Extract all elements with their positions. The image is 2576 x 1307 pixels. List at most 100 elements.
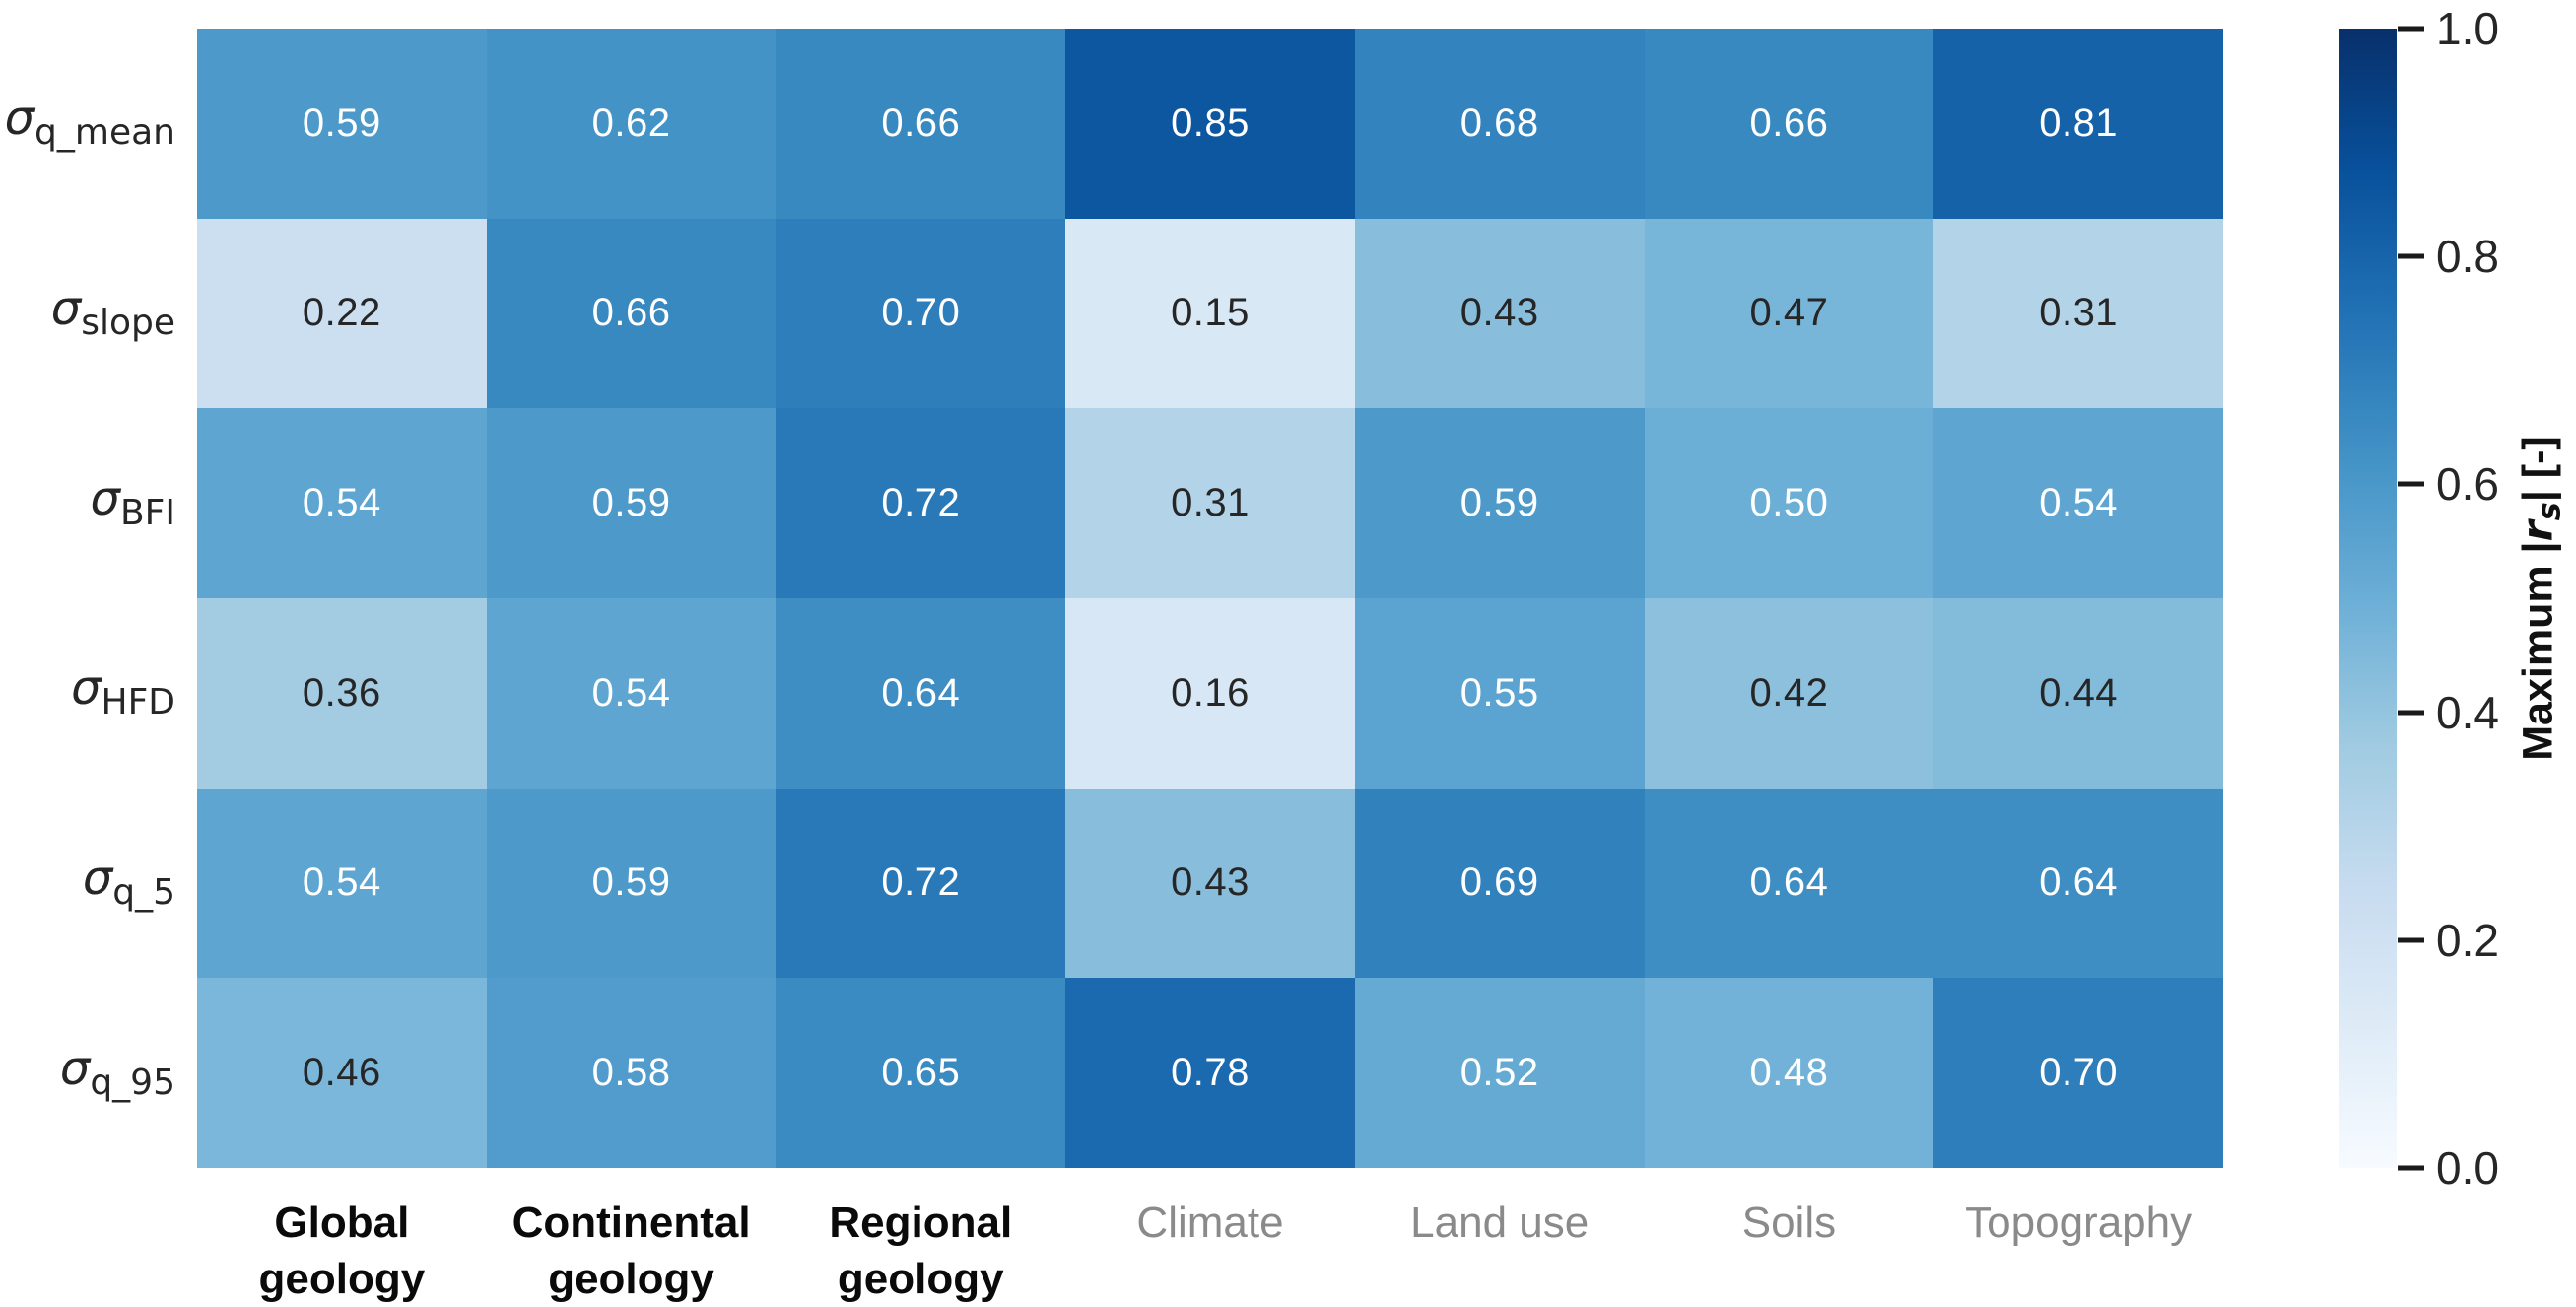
colorbar-tick-mark [2398, 26, 2424, 32]
cell-value: 0.16 [1171, 670, 1250, 715]
cell-value: 0.54 [591, 670, 671, 715]
heatmap-cell-q_mean-3: 0.66 [776, 29, 1066, 219]
row-label-subscript: q_95 [90, 1062, 175, 1103]
col-label-line: Continental [511, 1199, 751, 1247]
row-label-subscript: slope [81, 303, 175, 344]
heatmap-cell-slope-2: 0.66 [486, 218, 777, 409]
heatmap-cell-slope-5: 0.43 [1354, 218, 1645, 409]
cell-value: 0.64 [2039, 860, 2119, 905]
row-label-HFD: σHFD [0, 661, 175, 723]
cell-value: 0.55 [1459, 670, 1539, 715]
heatmap-cell-HFD-2: 0.54 [486, 598, 777, 789]
cell-value: 0.22 [302, 291, 381, 335]
row-label-slope: σslope [0, 281, 175, 343]
cell-value: 0.42 [1749, 670, 1829, 715]
heatmap-cell-q_mean-4: 0.85 [1065, 29, 1355, 219]
heatmap-cell-HFD-5: 0.55 [1354, 598, 1645, 789]
heatmap-cell-slope-7: 0.31 [1933, 218, 2223, 409]
row-label-BFI: σBFI [0, 471, 175, 533]
row-label-subscript: BFI [119, 492, 175, 533]
col-label-continental-geology: Continental geology [512, 1195, 751, 1307]
cell-value: 0.58 [591, 1051, 671, 1095]
heatmap-cell-q_95-7: 0.70 [1933, 978, 2223, 1168]
colorbar-tick-label: 0.4 [2436, 686, 2499, 738]
colorbar-tick-mark [2398, 937, 2424, 943]
cell-value: 0.47 [1749, 291, 1829, 335]
heatmap-cell-q_95-3: 0.65 [776, 978, 1066, 1168]
sigma-symbol: σ [90, 470, 120, 526]
heatmap-cell-BFI-3: 0.72 [776, 408, 1066, 598]
heatmap-grid: 0.59 0.62 0.66 0.85 0.68 0.66 0.81 0.22 0.66 0.70… [197, 29, 2223, 1168]
cell-value: 0.66 [591, 291, 671, 335]
col-label-line: geology [837, 1255, 1004, 1303]
cell-value: 0.78 [1171, 1051, 1250, 1095]
row-label-subscript: q_5 [112, 872, 175, 914]
cell-value: 0.59 [591, 860, 671, 905]
row-label-q_mean: σq_mean [0, 92, 175, 154]
colorbar-tick-mark [2398, 1165, 2424, 1171]
heatmap-cell-q_95-4: 0.78 [1065, 978, 1355, 1168]
row-label-q_95: σq_95 [0, 1041, 175, 1103]
heatmap-cell-HFD-4: 0.16 [1065, 598, 1355, 789]
colorbar-label-prefix: Maximum | [2514, 541, 2562, 761]
col-label-line: geology [548, 1255, 714, 1303]
heatmap-cell-q_5-7: 0.64 [1933, 788, 2223, 979]
heatmap-cell-q_mean-6: 0.66 [1644, 29, 1934, 219]
cell-value: 0.72 [881, 481, 961, 525]
col-label-global-geology: Global geology [259, 1195, 426, 1307]
sigma-symbol: σ [82, 851, 113, 907]
cell-value: 0.62 [591, 101, 671, 145]
cell-value: 0.72 [881, 860, 961, 905]
heatmap-cell-q_mean-1: 0.59 [197, 29, 487, 219]
colorbar-tick-mark [2398, 481, 2424, 487]
sigma-symbol: σ [71, 660, 102, 717]
heatmap-cell-BFI-6: 0.50 [1644, 408, 1934, 598]
heatmap-cell-BFI-2: 0.59 [486, 408, 777, 598]
heatmap-cell-q_mean-5: 0.68 [1354, 29, 1645, 219]
cell-value: 0.48 [1749, 1051, 1829, 1095]
heatmap-cell-q_95-6: 0.48 [1644, 978, 1934, 1168]
heatmap-cell-HFD-1: 0.36 [197, 598, 487, 789]
heatmap-cell-slope-6: 0.47 [1644, 218, 1934, 409]
cell-value: 0.66 [881, 101, 961, 145]
heatmap-cell-HFD-7: 0.44 [1933, 598, 2223, 789]
heatmap-cell-slope-3: 0.70 [776, 218, 1066, 409]
heatmap-cell-slope-4: 0.15 [1065, 218, 1355, 409]
col-label-line: Soils [1741, 1199, 1837, 1247]
colorbar-label-suffix: | [-] [2514, 436, 2562, 503]
heatmap-cell-q_95-1: 0.46 [197, 978, 487, 1168]
heatmap-cell-q_mean-2: 0.62 [486, 29, 777, 219]
cell-value: 0.64 [1749, 860, 1829, 905]
heatmap-cell-q_5-1: 0.54 [197, 788, 487, 979]
col-label-line: Global [274, 1199, 410, 1247]
heatmap-cell-q_95-2: 0.58 [486, 978, 777, 1168]
col-label-soils: Soils [1742, 1195, 1836, 1251]
cell-value: 0.43 [1459, 291, 1539, 335]
col-label-line: Regional [829, 1199, 1013, 1247]
heatmap-cell-slope-1: 0.22 [197, 218, 487, 409]
heatmap-cell-q_mean-7: 0.81 [1933, 29, 2223, 219]
col-label-regional-geology: Regional geology [829, 1195, 1012, 1307]
sigma-symbol: σ [50, 281, 82, 337]
cell-value: 0.31 [1171, 481, 1250, 525]
heatmap-cell-BFI-4: 0.31 [1065, 408, 1355, 598]
col-label-land-use: Land use [1410, 1195, 1589, 1251]
heatmap-cell-HFD-3: 0.64 [776, 598, 1066, 789]
cell-value: 0.54 [302, 481, 381, 525]
colorbar-tick-label: 0.0 [2436, 1142, 2499, 1194]
col-label-topography: Topography [1965, 1195, 2192, 1251]
colorbar-tick-label: 1.0 [2436, 3, 2499, 54]
row-label-subscript: HFD [101, 682, 176, 723]
cell-value: 0.64 [881, 670, 961, 715]
cell-value: 0.31 [2039, 291, 2119, 335]
heatmap-cell-q_5-4: 0.43 [1065, 788, 1355, 979]
cell-value: 0.54 [2039, 481, 2119, 525]
cell-value: 0.69 [1459, 860, 1539, 905]
heatmap-cell-HFD-6: 0.42 [1644, 598, 1934, 789]
sigma-symbol: σ [4, 91, 35, 147]
cell-value: 0.59 [1459, 481, 1539, 525]
cell-value: 0.85 [1171, 101, 1250, 145]
cell-value: 0.44 [2039, 670, 2119, 715]
colorbar-tick-label: 0.2 [2436, 914, 2499, 966]
